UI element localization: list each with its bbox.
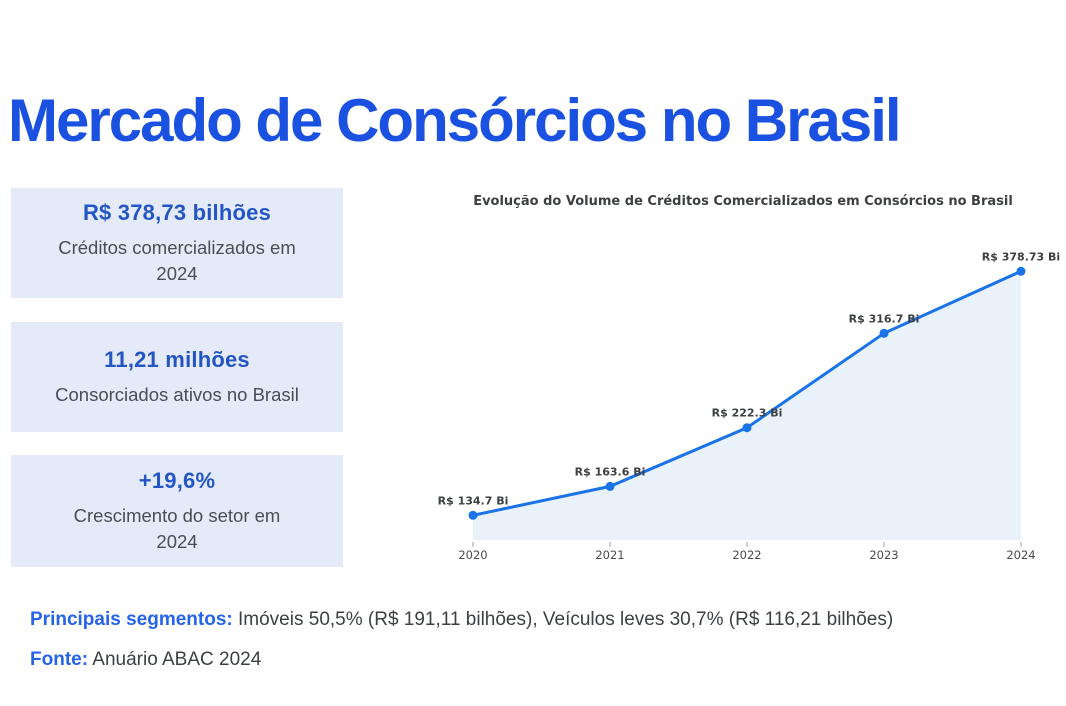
chart-point-2024 [1016, 266, 1026, 276]
chart-title: Evolução do Volume de Créditos Comercial… [473, 194, 1013, 209]
source-text: Anuário ABAC 2024 [88, 649, 262, 670]
chart-area-fill [473, 271, 1021, 540]
chart-point-2023 [879, 328, 889, 338]
chart-point-label-2020: R$ 134.7 Bi [438, 494, 509, 507]
chart-point-label-2022: R$ 222.3 Bi [712, 407, 783, 420]
page-title: Mercado de Consórcios no Brasil [8, 87, 902, 154]
source-line: Fonte: Anuário ABAC 2024 [30, 649, 261, 671]
x-axis-label-2022: 2022 [732, 548, 761, 562]
chart-point-2022 [742, 423, 752, 433]
segments-text: Imóveis 50,5% (R$ 191,11 bilhões), Veícu… [232, 609, 894, 630]
chart-point-label-2023: R$ 316.7 Bi [849, 312, 920, 325]
source-label: Fonte: [30, 649, 89, 670]
x-axis-label-2021: 2021 [595, 548, 624, 562]
stat-card-members: 11,21 milhões Consorciados ativos no Bra… [11, 322, 343, 432]
stat-label-credits: Créditos comercializados em 2024 [58, 236, 296, 284]
stat-label-growth: Crescimento do setor em 2024 [73, 504, 281, 552]
x-axis-label-2024: 2024 [1006, 548, 1035, 562]
x-axis-label-2023: 2023 [869, 548, 898, 562]
chart-point-label-2024: R$ 378.73 Bi [982, 250, 1060, 263]
volume-chart: R$ 134.7 Bi 2020 R$ 163.6 Bi 2021 R$ 222.3 B… [438, 250, 1061, 562]
stat-card-credits: R$ 378,73 bilhões Créditos comercializad… [11, 188, 343, 298]
segments-line: Principais segmentos: Imóveis 50,5% (R$ … [30, 609, 893, 631]
stat-value-credits: R$ 378,73 bilhões [82, 199, 272, 225]
x-axis-label-2020: 2020 [458, 548, 487, 562]
chart-point-label-2021: R$ 163.6 Bi [575, 465, 646, 478]
stat-value-members: 11,21 milhões [104, 346, 250, 372]
chart-point-2021 [605, 481, 615, 491]
chart-point-2020 [468, 510, 478, 520]
segments-label: Principais segmentos: [30, 609, 233, 630]
stat-value-growth: +19,6% [138, 467, 216, 493]
stat-label-members: Consorciados ativos no Brasil [55, 383, 299, 405]
stat-card-growth: +19,6% Crescimento do setor em 2024 [11, 455, 343, 567]
